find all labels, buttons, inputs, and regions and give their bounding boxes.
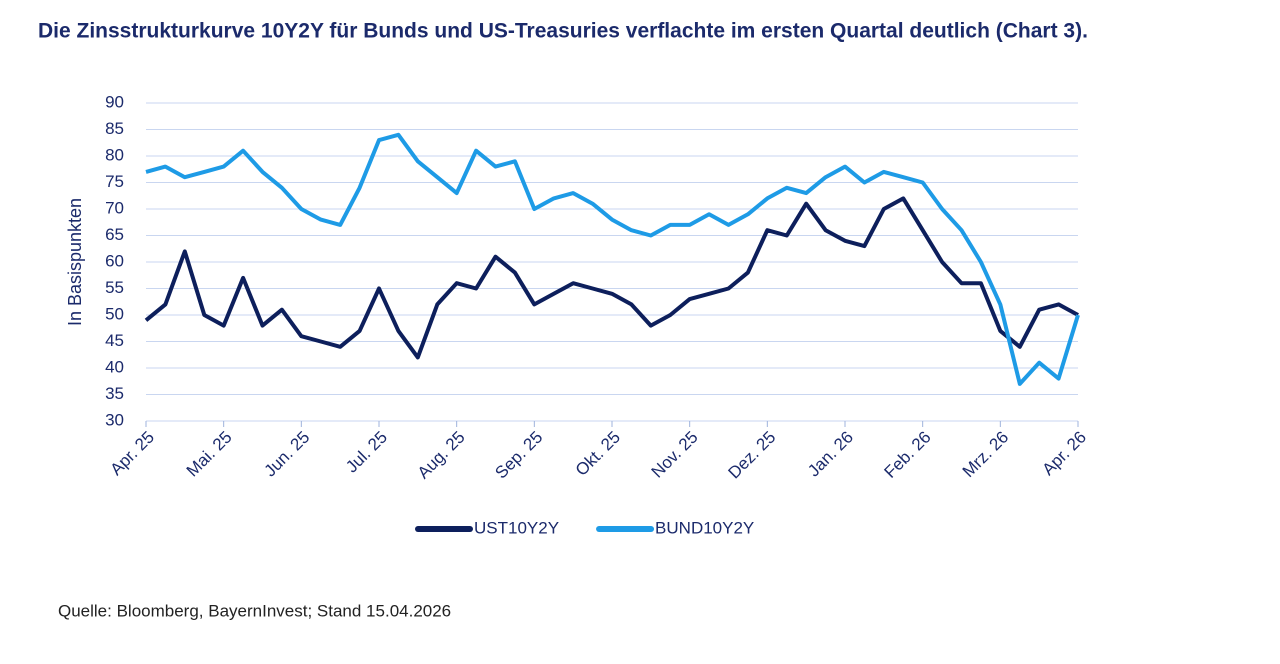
x-tick-label: Nov. 25 xyxy=(648,428,702,482)
y-tick-label: 50 xyxy=(105,304,124,323)
y-tick-label: 65 xyxy=(105,225,124,244)
y-tick-label: 80 xyxy=(105,145,124,164)
x-tick-label: Jan. 26 xyxy=(804,428,857,481)
y-tick-label: 85 xyxy=(105,119,124,138)
series-line xyxy=(144,196,1079,360)
x-tick-label: Jul. 25 xyxy=(342,428,391,477)
chart-title: Die Zinsstrukturkurve 10Y2Y für Bunds un… xyxy=(38,20,1088,43)
y-axis-label: In Basispunkten xyxy=(65,198,85,326)
x-tick-label: Apr. 25 xyxy=(106,428,158,480)
x-tick-label: Aug. 25 xyxy=(414,428,469,483)
legend-label: BUND10Y2Y xyxy=(655,518,754,537)
x-tick-label: Jun. 25 xyxy=(260,428,313,481)
x-tick-label: Dez. 25 xyxy=(724,428,779,483)
x-tick-label: Okt. 25 xyxy=(572,428,624,480)
series-line xyxy=(145,132,1080,386)
y-tick-label: 45 xyxy=(105,331,124,350)
y-tick-label: 35 xyxy=(105,384,124,403)
x-tick-label: Mrz. 26 xyxy=(959,428,1013,482)
x-tick-label: Feb. 26 xyxy=(880,428,934,482)
source-note: Quelle: Bloomberg, BayernInvest; Stand 1… xyxy=(58,601,451,620)
x-tick-label: Mai. 25 xyxy=(183,428,236,481)
y-tick-label: 30 xyxy=(105,410,124,429)
y-tick-label: 75 xyxy=(105,172,124,191)
y-tick-label: 55 xyxy=(105,278,124,297)
legend-label: UST10Y2Y xyxy=(474,518,559,537)
y-tick-label: 70 xyxy=(105,198,124,217)
y-tick-label: 60 xyxy=(105,251,124,270)
y-tick-label: 90 xyxy=(105,92,124,111)
x-tick-label: Sep. 25 xyxy=(491,428,546,483)
x-tick-label: Apr. 26 xyxy=(1038,428,1090,480)
y-tick-label: 40 xyxy=(105,357,124,376)
